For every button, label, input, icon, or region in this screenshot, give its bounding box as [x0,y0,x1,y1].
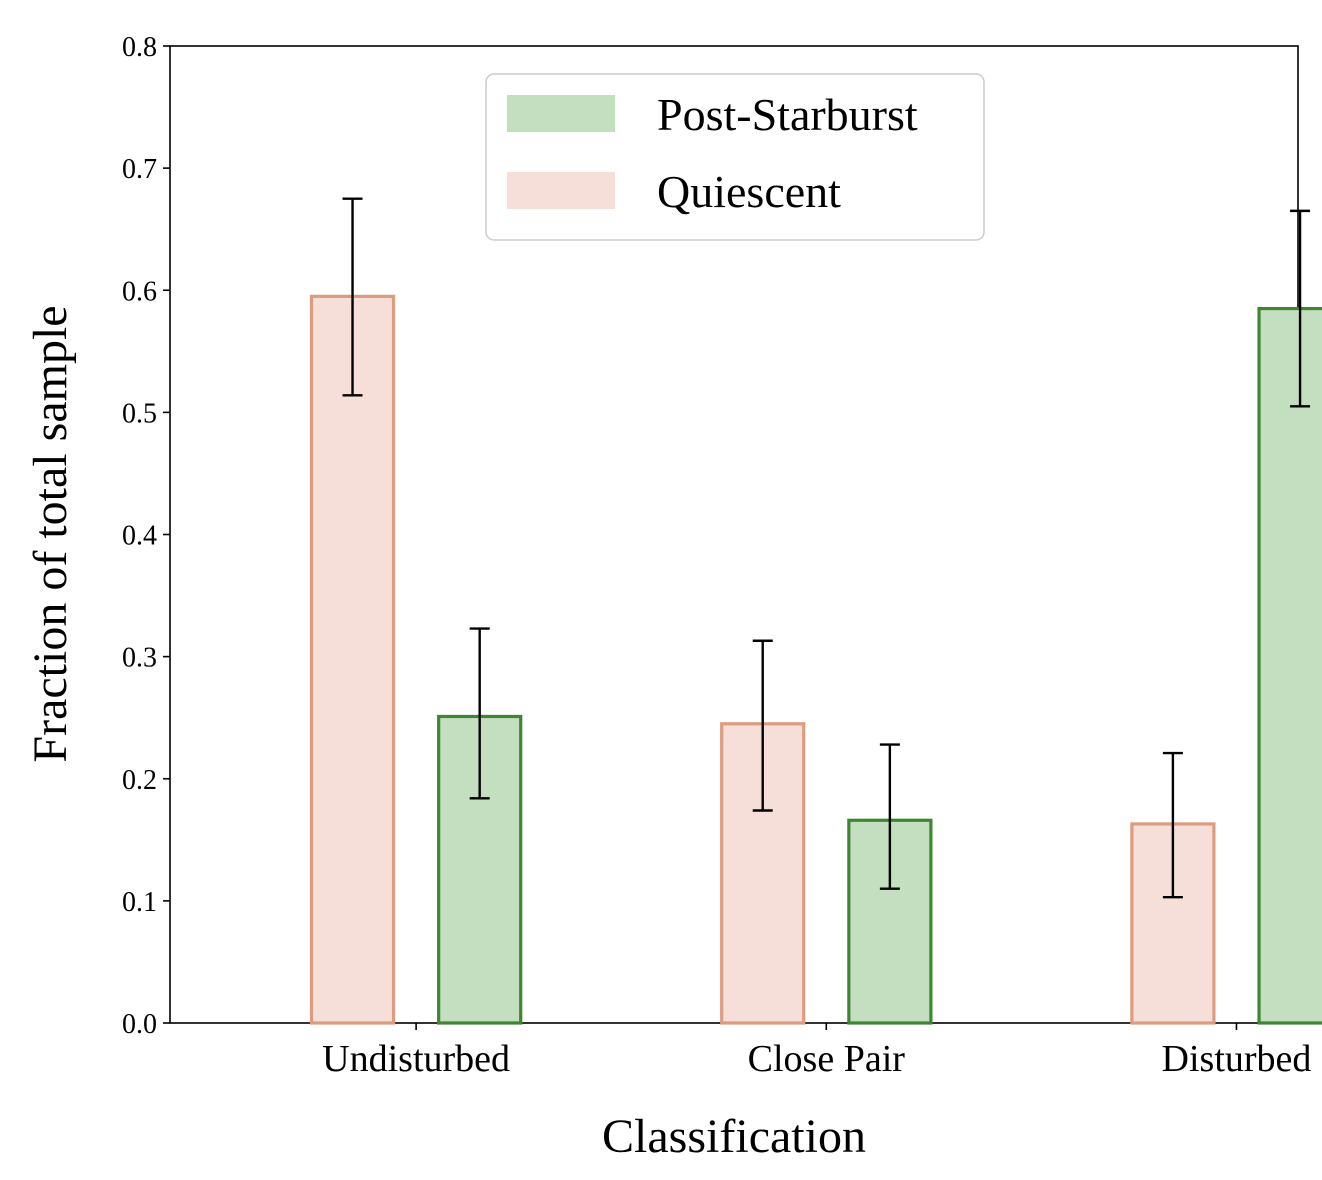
bars-group [309,294,1322,1025]
y-tick-label: 0.8 [122,32,157,63]
legend-swatch-quiescent [507,172,615,209]
y-tick-label: 0.6 [122,276,157,307]
y-axis: 0.0 0.1 0.2 0.3 0.4 0.5 0.6 0.7 0.8 [122,32,170,1040]
y-axis-title: Fraction of total sample [24,305,77,762]
y-tick-label: 0.1 [122,887,157,918]
bar-post-starburst-disturbed [1257,306,1322,1025]
x-tick-label: Undisturbed [322,1038,510,1080]
y-tick-label: 0.2 [122,765,157,796]
x-tick-label: Close Pair [748,1038,906,1080]
y-tick-label: 0.3 [122,643,157,674]
x-tick-label: Disturbed [1162,1038,1312,1080]
legend-swatch-post-starburst [507,95,615,132]
legend: Post-Starburst Quiescent [485,73,985,241]
legend-label: Post-Starburst [657,89,918,140]
error-bars-group [342,197,1311,899]
x-axis-title: Classification [602,1110,866,1163]
legend-label: Quiescent [657,166,841,217]
x-axis: Undisturbed Close Pair Disturbed [322,1023,1311,1080]
y-tick-label: 0.0 [122,1009,157,1040]
y-tick-label: 0.7 [122,154,157,185]
bar-quiescent-undisturbed [309,294,396,1025]
y-tick-label: 0.4 [122,521,157,552]
y-tick-label: 0.5 [122,398,157,429]
